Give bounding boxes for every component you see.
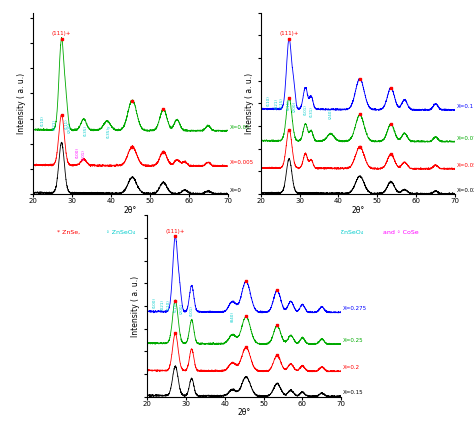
Text: (111): (111) — [64, 118, 68, 129]
Text: X=0: X=0 — [229, 188, 241, 192]
Text: (200): (200) — [180, 303, 184, 314]
Text: (111): (111) — [287, 100, 291, 110]
Text: (101): (101) — [190, 306, 194, 316]
Text: (240): (240) — [328, 108, 333, 119]
Text: (110): (110) — [266, 95, 271, 106]
Text: X=0.275: X=0.275 — [343, 306, 367, 311]
Text: (115): (115) — [280, 97, 284, 108]
Text: (135): (135) — [83, 125, 88, 136]
Text: ◦ ZnSeO₄: ◦ ZnSeO₄ — [106, 230, 135, 235]
Text: X=0.01: X=0.01 — [229, 124, 250, 130]
Y-axis label: Intensity ( a. u.): Intensity ( a. u.) — [245, 73, 254, 134]
Text: X=0.15: X=0.15 — [343, 390, 364, 395]
Text: X=0.1: X=0.1 — [457, 104, 474, 109]
Text: (200): (200) — [293, 101, 297, 112]
Text: ◦ ZnSeO₄: ◦ ZnSeO₄ — [334, 230, 363, 235]
X-axis label: 2θ°: 2θ° — [351, 206, 365, 215]
Text: (200): (200) — [68, 122, 72, 133]
Text: (111): (111) — [173, 301, 177, 312]
Text: (100): (100) — [76, 147, 80, 158]
Text: and ◦ CoSe: and ◦ CoSe — [155, 230, 191, 235]
Text: (111)+: (111)+ — [52, 31, 71, 36]
Text: X=0.025: X=0.025 — [457, 188, 474, 193]
Text: X=0.005: X=0.005 — [229, 160, 254, 165]
Text: (840): (840) — [230, 311, 235, 322]
Text: * ZnSe,: * ZnSe, — [284, 230, 307, 235]
Y-axis label: Intensity ( a. u.): Intensity ( a. u.) — [17, 73, 26, 134]
Text: (021): (021) — [53, 119, 56, 130]
Text: (021): (021) — [161, 300, 164, 311]
Text: (135)y: (135)y — [107, 124, 111, 138]
Text: (100): (100) — [153, 297, 157, 308]
Text: (110): (110) — [166, 299, 170, 310]
Text: * ZnSe,: * ZnSe, — [56, 230, 80, 235]
Text: (110): (110) — [41, 115, 45, 126]
Text: (021): (021) — [274, 98, 278, 109]
Text: X=0.05: X=0.05 — [457, 163, 474, 168]
Y-axis label: Intensity ( a. u.): Intensity ( a. u.) — [131, 276, 140, 336]
Text: (111)+: (111)+ — [279, 31, 299, 36]
Text: X=0.075: X=0.075 — [457, 135, 474, 141]
X-axis label: 2θ°: 2θ° — [237, 408, 251, 417]
X-axis label: 2θ°: 2θ° — [124, 206, 137, 215]
Text: (101): (101) — [82, 149, 86, 160]
Text: (131): (131) — [309, 106, 313, 117]
Text: (101): (101) — [303, 104, 308, 115]
Text: (111)+: (111)+ — [165, 229, 185, 234]
Text: X=0.2: X=0.2 — [343, 365, 360, 371]
Text: X=0.25: X=0.25 — [343, 338, 364, 343]
Text: and ◦ CoSe: and ◦ CoSe — [383, 230, 419, 235]
